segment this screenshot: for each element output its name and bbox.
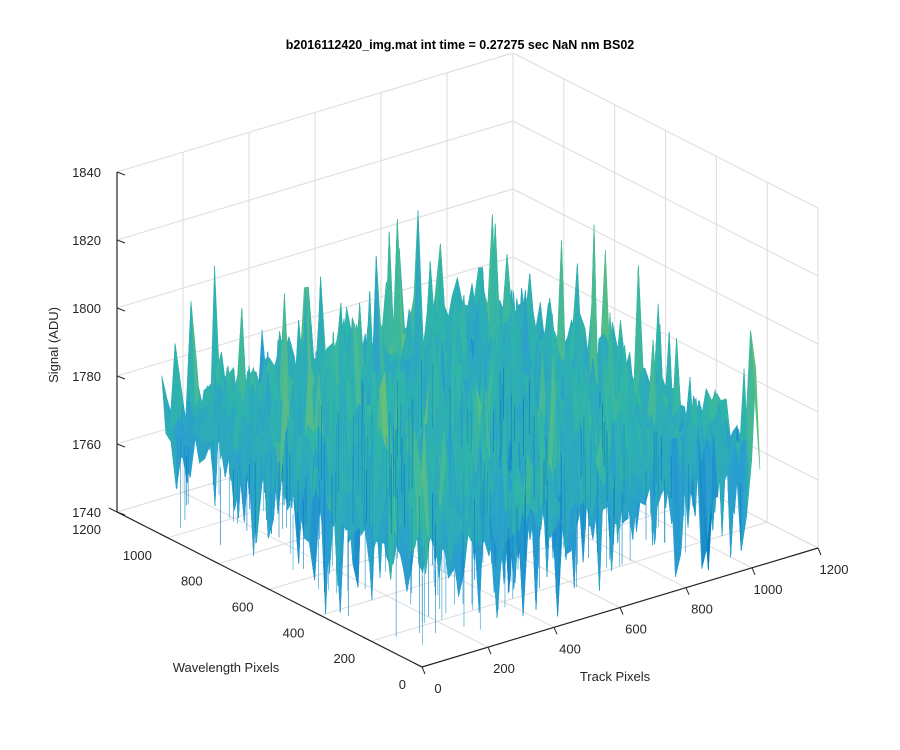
- x-tick-label: 800: [691, 602, 713, 617]
- z-axis-title: Signal (ADU): [46, 307, 61, 383]
- grid-line-z-right: [512, 120, 819, 277]
- x-tick-label: 1000: [754, 582, 783, 597]
- grid-line-z-back: [116, 256, 514, 377]
- z-tick-label: 1780: [72, 369, 101, 384]
- grid-line-z-right: [512, 188, 819, 345]
- x-tick: [421, 666, 426, 675]
- x-tick: [685, 587, 690, 595]
- y-tick-label: 0: [399, 677, 406, 692]
- z-tick-label: 1740: [72, 505, 101, 520]
- y-tick: [159, 533, 169, 539]
- y-tick-label: 1000: [123, 548, 152, 563]
- y-tick-label: 200: [333, 651, 355, 666]
- x-tick-label: 400: [559, 641, 581, 656]
- z-tick-label: 1760: [72, 437, 101, 452]
- grid-line-z-right: [512, 256, 819, 413]
- x-tick: [619, 607, 624, 615]
- y-tick: [108, 507, 118, 513]
- z-tick-label: 1840: [72, 165, 101, 180]
- y-tick: [210, 559, 219, 565]
- x-tick-label: 200: [493, 661, 515, 676]
- x-tick: [751, 567, 756, 576]
- y-tick: [261, 585, 270, 590]
- x-tick: [817, 547, 822, 556]
- x-tick-label: 0: [434, 681, 441, 696]
- grid-line-z-right: [512, 52, 819, 209]
- y-tick-label: 1200: [72, 522, 101, 537]
- grid-line-z-back: [116, 120, 514, 241]
- x-tick-label: 1200: [820, 562, 849, 577]
- x-tick-label: 600: [625, 622, 647, 637]
- grid-line-z-back: [116, 188, 514, 309]
- grid-line-z-back: [116, 52, 514, 173]
- z-tick-label: 1800: [72, 301, 101, 316]
- z-tick-label: 1820: [72, 233, 101, 248]
- x-tick: [487, 646, 492, 655]
- chart-title: b2016112420_img.mat int time = 0.27275 s…: [286, 38, 635, 52]
- x-tick: [553, 627, 558, 635]
- x-axis-title: Track Pixels: [580, 669, 651, 684]
- y-tick-label: 600: [232, 600, 254, 615]
- y-tick: [362, 636, 372, 642]
- y-tick-label: 800: [181, 574, 203, 589]
- y-tick: [312, 610, 321, 616]
- y-tick: [413, 662, 423, 668]
- y-tick-label: 400: [283, 625, 305, 640]
- y-axis-title: Wavelength Pixels: [173, 660, 280, 675]
- signal-surface: [161, 210, 761, 645]
